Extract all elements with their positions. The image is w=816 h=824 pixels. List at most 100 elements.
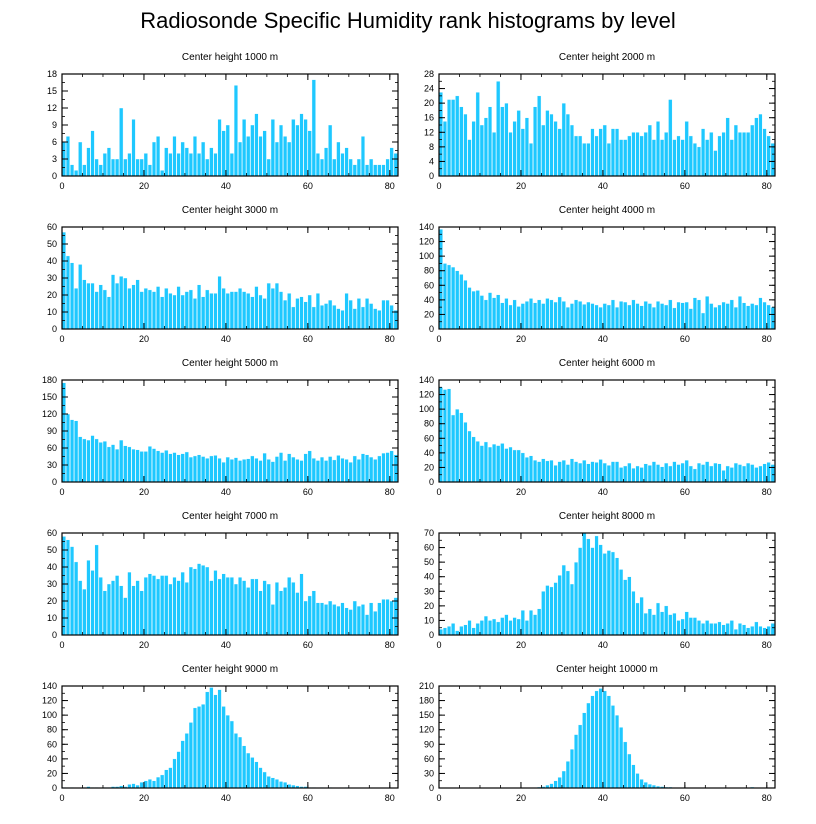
histogram-bar xyxy=(692,617,697,636)
histogram-bar xyxy=(127,288,132,330)
histogram-bar xyxy=(278,124,284,177)
histogram-bar xyxy=(254,113,259,177)
y-tick-label: 100 xyxy=(419,251,434,261)
histogram-bar xyxy=(475,290,480,330)
histogram-bar xyxy=(262,298,267,330)
histogram-bar xyxy=(246,136,251,177)
histogram-bar xyxy=(492,618,497,636)
y-tick-label: 140 xyxy=(419,222,434,232)
histogram-bar xyxy=(565,113,570,177)
histogram-bar xyxy=(299,113,304,177)
y-tick-label: 40 xyxy=(47,754,57,764)
y-tick-label: 12 xyxy=(47,103,57,113)
y-tick-label: 90 xyxy=(47,426,57,436)
histogram-bar xyxy=(180,141,185,177)
histogram-bar xyxy=(352,308,357,330)
histogram-bar xyxy=(78,264,83,330)
histogram-bar xyxy=(291,582,296,636)
histogram-bar xyxy=(213,455,218,483)
histogram-bar xyxy=(451,99,456,177)
histogram-bar xyxy=(746,462,751,483)
histogram-bar xyxy=(643,463,648,483)
histogram-bar xyxy=(119,107,124,177)
histogram-bar xyxy=(115,158,120,177)
histogram-bar xyxy=(274,456,279,483)
histogram-bar xyxy=(340,457,345,483)
histogram-bar xyxy=(729,620,734,636)
histogram-bar xyxy=(537,95,542,177)
histogram-bar xyxy=(651,306,656,330)
histogram-bar xyxy=(90,435,95,483)
histogram-bar xyxy=(147,573,152,636)
x-tick-label: 40 xyxy=(221,793,231,803)
histogram-bar xyxy=(537,608,542,636)
panel-title: Center height 9000 m xyxy=(182,664,278,675)
histogram-bar xyxy=(295,592,300,636)
histogram-bar xyxy=(229,153,234,177)
y-tick-label: 0 xyxy=(429,324,434,334)
histogram-bar xyxy=(569,748,575,789)
histogram-bar xyxy=(516,449,521,483)
histogram-bar xyxy=(508,446,513,483)
panel-9000m: Center height 9000 m 0 20 40 60 80 0 20 40 60 80 10… xyxy=(42,664,399,803)
histogram-bar xyxy=(676,620,681,636)
histogram-bar xyxy=(287,141,292,177)
histogram-bar xyxy=(389,450,394,483)
histogram-bar xyxy=(291,119,296,177)
histogram-bar xyxy=(246,458,251,483)
histogram-bar xyxy=(197,563,202,636)
histogram-bar xyxy=(520,128,525,177)
histogram-bar xyxy=(713,623,718,636)
histogram-bar xyxy=(520,303,525,330)
histogram-bar xyxy=(516,306,521,330)
x-tick-label: 20 xyxy=(139,181,149,191)
histogram-bar xyxy=(479,620,484,636)
histogram-bar xyxy=(614,557,620,636)
histogram-bar xyxy=(692,468,697,483)
histogram-bar xyxy=(156,776,161,789)
histogram-bar xyxy=(299,460,304,483)
histogram-bar xyxy=(106,296,111,330)
histogram-bar xyxy=(283,460,288,483)
histogram-bar xyxy=(393,597,398,636)
histogram-bar xyxy=(164,288,169,330)
histogram-bar xyxy=(557,296,562,330)
y-tick-label: 0 xyxy=(52,630,57,640)
histogram-bar xyxy=(467,287,472,330)
histogram-bar xyxy=(176,580,181,636)
histogram-bar xyxy=(569,124,575,177)
histogram-bar xyxy=(278,781,284,789)
histogram-bar xyxy=(262,130,267,177)
histogram-bar xyxy=(651,614,656,636)
histogram-bar xyxy=(553,465,558,483)
histogram-bar xyxy=(205,457,210,483)
histogram-bar xyxy=(463,422,468,483)
histogram-bar xyxy=(381,299,386,330)
x-tick-label: 80 xyxy=(385,487,395,497)
histogram-bar xyxy=(172,136,177,177)
histogram-bar xyxy=(270,777,275,789)
histogram-bar xyxy=(623,741,628,789)
histogram-bar xyxy=(647,465,652,483)
histogram-bar xyxy=(451,414,456,483)
histogram-bar xyxy=(106,446,111,483)
histogram-bar xyxy=(209,687,214,789)
histogram-bar xyxy=(676,464,681,483)
x-tick-label: 80 xyxy=(385,334,395,344)
histogram-bar xyxy=(213,153,218,177)
histogram-bar xyxy=(274,141,279,177)
histogram-bar xyxy=(479,295,484,330)
histogram-bar xyxy=(303,301,308,330)
histogram-bar xyxy=(344,459,349,483)
histogram-bar xyxy=(574,135,579,177)
histogram-bar xyxy=(643,301,648,330)
histogram-bar xyxy=(590,128,595,177)
histogram-bar xyxy=(569,303,575,330)
histogram-bar xyxy=(94,438,99,483)
y-tick-label: 20 xyxy=(47,768,57,778)
histogram-bar xyxy=(512,449,517,483)
histogram-bar xyxy=(176,751,181,789)
histogram-bar xyxy=(225,714,230,789)
y-tick-label: 60 xyxy=(47,443,57,453)
y-tick-label: 20 xyxy=(47,596,57,606)
